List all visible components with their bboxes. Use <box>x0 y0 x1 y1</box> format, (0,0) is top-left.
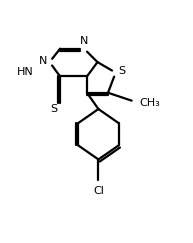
Text: N: N <box>80 36 88 46</box>
Text: HN: HN <box>17 67 33 77</box>
Text: S: S <box>50 104 57 114</box>
Text: S: S <box>118 66 125 76</box>
Text: N: N <box>39 56 48 66</box>
Text: CH₃: CH₃ <box>140 98 160 108</box>
Text: Cl: Cl <box>93 186 104 196</box>
